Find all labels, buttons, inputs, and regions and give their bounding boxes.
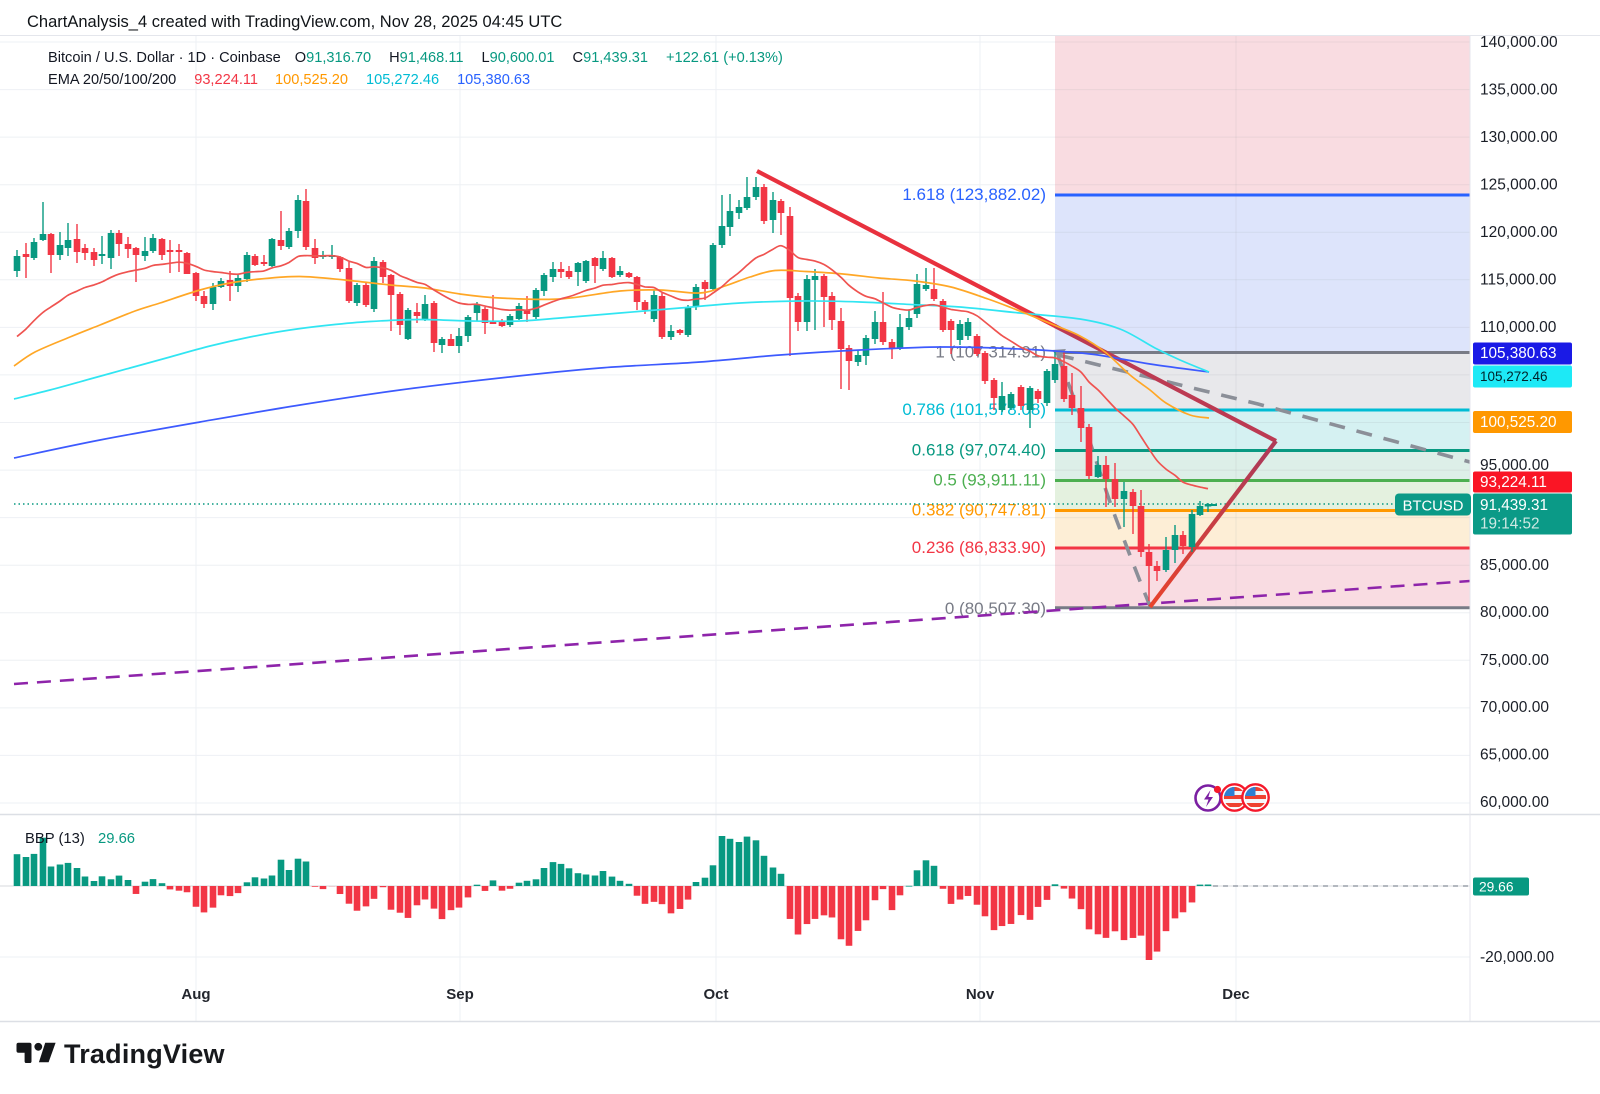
svg-text:105,272.46: 105,272.46 xyxy=(1480,369,1548,384)
svg-text:65,000.00: 65,000.00 xyxy=(1480,747,1549,764)
svg-text:BTCUSD: BTCUSD xyxy=(1403,499,1464,515)
svg-text:85,000.00: 85,000.00 xyxy=(1480,557,1549,574)
svg-text:0.236 (86,833.90): 0.236 (86,833.90) xyxy=(912,538,1046,557)
svg-text:105,380.63: 105,380.63 xyxy=(1480,345,1557,362)
svg-text:115,000.00: 115,000.00 xyxy=(1480,272,1557,289)
svg-text:0.618 (97,074.40): 0.618 (97,074.40) xyxy=(912,441,1046,460)
svg-text:70,000.00: 70,000.00 xyxy=(1480,699,1549,716)
svg-text:110,000.00: 110,000.00 xyxy=(1480,319,1557,336)
svg-text:Sep: Sep xyxy=(446,986,474,1003)
svg-text:Oct: Oct xyxy=(703,986,728,1003)
svg-text:Dec: Dec xyxy=(1222,986,1250,1003)
svg-text:140,000.00: 140,000.00 xyxy=(1480,34,1558,51)
svg-text:91,439.31: 91,439.31 xyxy=(1480,497,1548,514)
svg-text:0 (80,507.30): 0 (80,507.30) xyxy=(945,599,1046,618)
svg-text:135,000.00: 135,000.00 xyxy=(1480,82,1558,99)
svg-text:93,224.11: 93,224.11 xyxy=(1480,474,1547,491)
svg-text:29.66: 29.66 xyxy=(1479,880,1514,895)
svg-text:130,000.00: 130,000.00 xyxy=(1480,129,1558,146)
svg-text:1.618 (123,882.02): 1.618 (123,882.02) xyxy=(902,185,1046,204)
svg-text:-20,000.00: -20,000.00 xyxy=(1480,949,1554,966)
svg-text:Nov: Nov xyxy=(966,986,995,1003)
svg-text:95,000.00: 95,000.00 xyxy=(1480,457,1549,474)
svg-text:100,525.20: 100,525.20 xyxy=(1480,414,1557,431)
svg-text:1 (107,314.91): 1 (107,314.91) xyxy=(935,343,1046,362)
svg-text:29.66: 29.66 xyxy=(98,831,135,847)
svg-text:0.5 (93,911.11): 0.5 (93,911.11) xyxy=(933,471,1046,490)
svg-text:80,000.00: 80,000.00 xyxy=(1480,604,1549,621)
svg-text:Bitcoin / U.S. Dollar · 1D · C: Bitcoin / U.S. Dollar · 1D · Coinbase O91… xyxy=(48,50,783,66)
svg-text:0.786 (101,578.08): 0.786 (101,578.08) xyxy=(902,400,1046,419)
svg-text:TradingView: TradingView xyxy=(64,1039,226,1069)
svg-text:19:14:52: 19:14:52 xyxy=(1480,516,1540,533)
svg-text:60,000.00: 60,000.00 xyxy=(1480,794,1549,811)
svg-text:ChartAnalysis_4 created with T: ChartAnalysis_4 created with TradingView… xyxy=(27,13,562,31)
svg-text:0.382 (90,747.81): 0.382 (90,747.81) xyxy=(912,501,1046,520)
svg-text:BBP (13): BBP (13) xyxy=(25,831,85,847)
svg-text:120,000.00: 120,000.00 xyxy=(1480,224,1558,241)
svg-text:125,000.00: 125,000.00 xyxy=(1480,177,1558,194)
svg-text:75,000.00: 75,000.00 xyxy=(1480,652,1549,669)
svg-text:Aug: Aug xyxy=(181,986,210,1003)
